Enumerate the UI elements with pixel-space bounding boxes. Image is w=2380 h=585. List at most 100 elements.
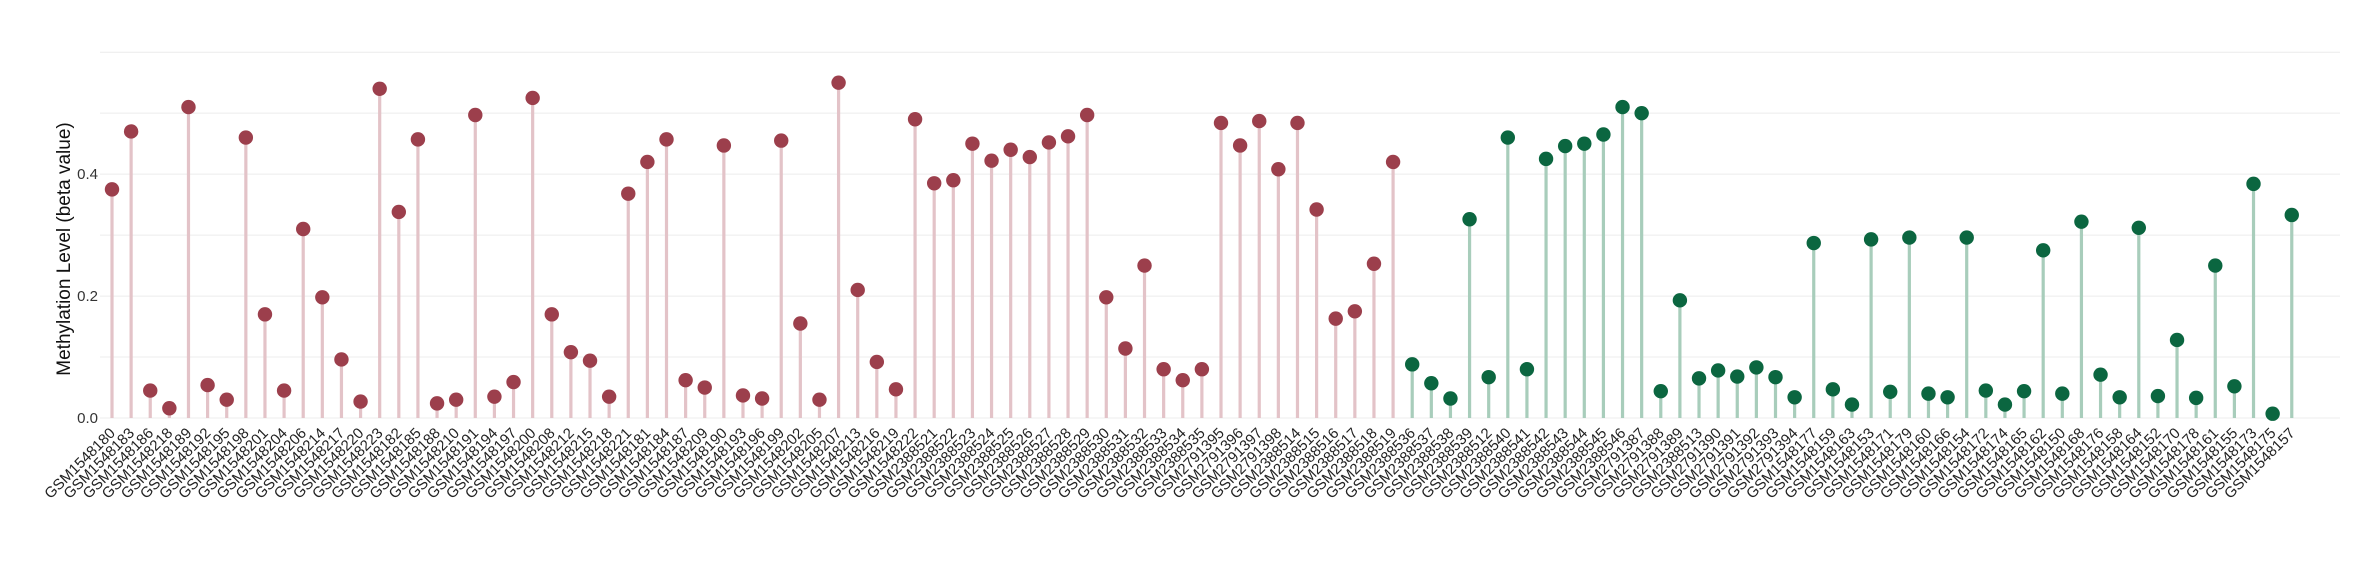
point-layer <box>104 75 2299 421</box>
lollipop-point <box>1940 390 1955 405</box>
lollipop-point <box>2035 243 2051 258</box>
lollipop-point <box>353 394 368 409</box>
lollipop-point <box>1710 363 1726 378</box>
lollipop-point <box>1825 382 1841 397</box>
lollipop-point <box>1596 127 1611 142</box>
lollipop-point <box>1443 391 1458 406</box>
lollipop-point <box>1003 142 1018 157</box>
lollipop-point <box>965 136 980 151</box>
lollipop-point <box>640 154 655 170</box>
lollipop-point <box>2227 379 2242 394</box>
lollipop-point <box>831 75 846 90</box>
lollipop-point <box>1749 360 1764 375</box>
x-axis-ticks: GSM1548180GSM1548183GSM1548186GSM1548218… <box>41 425 2298 502</box>
lollipop-point <box>774 133 789 148</box>
lollipop-point <box>2265 406 2280 421</box>
lollipop-point <box>1997 397 2013 412</box>
lollipop-point <box>888 382 904 397</box>
lollipop-point <box>1271 162 1286 177</box>
y-axis-ticks: 0.0 0.2 0.4 <box>77 166 98 427</box>
lollipop-point <box>2131 220 2146 235</box>
lollipop-point <box>1730 369 1745 384</box>
lollipop-point <box>2208 258 2223 273</box>
stem-layer <box>110 82 2294 418</box>
lollipop-point <box>410 132 426 147</box>
lollipop-point <box>1787 390 1802 405</box>
lollipop-point <box>1538 151 1554 167</box>
lollipop-point <box>1768 369 1783 385</box>
lollipop-point <box>1424 376 1439 391</box>
lollipop-point <box>678 373 693 388</box>
lollipop-point <box>1232 138 1248 153</box>
lollipop-point <box>1194 362 1210 377</box>
lollipop-point <box>1156 362 1171 377</box>
lollipop-point <box>1959 230 1974 245</box>
lollipop-point <box>716 138 732 153</box>
lollipop-point <box>2112 390 2127 405</box>
lollipop-point <box>2093 367 2108 382</box>
lollipop-point <box>735 388 751 403</box>
lollipop-point <box>1405 357 1420 372</box>
lollipop-point <box>1213 115 1229 131</box>
lollipop-point <box>659 132 674 147</box>
lollipop-point <box>334 352 349 367</box>
lollipop-point <box>123 124 139 139</box>
lollipop-point <box>104 182 120 197</box>
lollipop-point <box>143 383 158 398</box>
lollipop-point <box>276 383 292 398</box>
lollipop-point <box>984 153 999 168</box>
lollipop-point <box>429 396 445 411</box>
lollipop-point <box>1079 107 1095 123</box>
lollipop-point <box>1137 258 1152 273</box>
lollipop-point <box>1883 384 1898 399</box>
lollipop-point <box>2055 386 2070 401</box>
lollipop-point <box>2074 214 2089 229</box>
lollipop-point <box>219 392 234 407</box>
y-tick-label: 0.4 <box>77 166 98 183</box>
lollipop-point <box>1175 373 1190 388</box>
lollipop-point <box>697 380 712 395</box>
y-tick-label: 0.2 <box>77 288 98 305</box>
lollipop-point <box>946 173 961 188</box>
lollipop-point <box>1615 99 1630 115</box>
lollipop-point <box>1060 129 1076 144</box>
lollipop-point <box>850 282 865 298</box>
lollipop-point <box>926 176 942 191</box>
lollipop-point <box>1806 235 1821 251</box>
lollipop-point <box>296 221 311 237</box>
lollipop-point <box>563 344 579 360</box>
lollipop-point <box>2169 332 2185 348</box>
lollipop-point <box>257 307 273 322</box>
lollipop-point <box>1347 304 1363 319</box>
lollipop-point <box>1252 113 1267 129</box>
lollipop-point <box>1309 202 1324 217</box>
lollipop-point <box>468 107 483 123</box>
lollipop-point <box>869 354 885 370</box>
lollipop-point <box>448 392 464 407</box>
lollipop-point <box>621 186 636 201</box>
lollipop-point <box>1653 383 1668 399</box>
lollipop-point <box>1041 135 1057 150</box>
lollipop-point <box>1634 105 1649 121</box>
lollipop-point <box>1118 341 1133 356</box>
lollipop-point <box>907 112 923 127</box>
lollipop-point <box>1366 256 1382 271</box>
lollipop-point <box>525 90 540 106</box>
lollipop-point <box>181 99 196 115</box>
lollipop-point <box>2150 388 2166 404</box>
lollipop-point <box>1290 115 1305 131</box>
lollipop-point <box>1519 362 1535 377</box>
lollipop-point <box>487 389 502 404</box>
lollipop-point <box>506 374 521 390</box>
lollipop-point <box>793 316 808 331</box>
lollipop-point <box>1978 383 1994 398</box>
lollipop-point <box>162 401 177 416</box>
lollipop-point <box>1557 138 1573 154</box>
lollipop-point <box>1577 136 1592 151</box>
lollipop-point <box>1328 311 1343 326</box>
lollipop-point <box>1099 290 1114 305</box>
lollipop-point <box>582 353 598 368</box>
lollipop-point <box>200 377 215 393</box>
